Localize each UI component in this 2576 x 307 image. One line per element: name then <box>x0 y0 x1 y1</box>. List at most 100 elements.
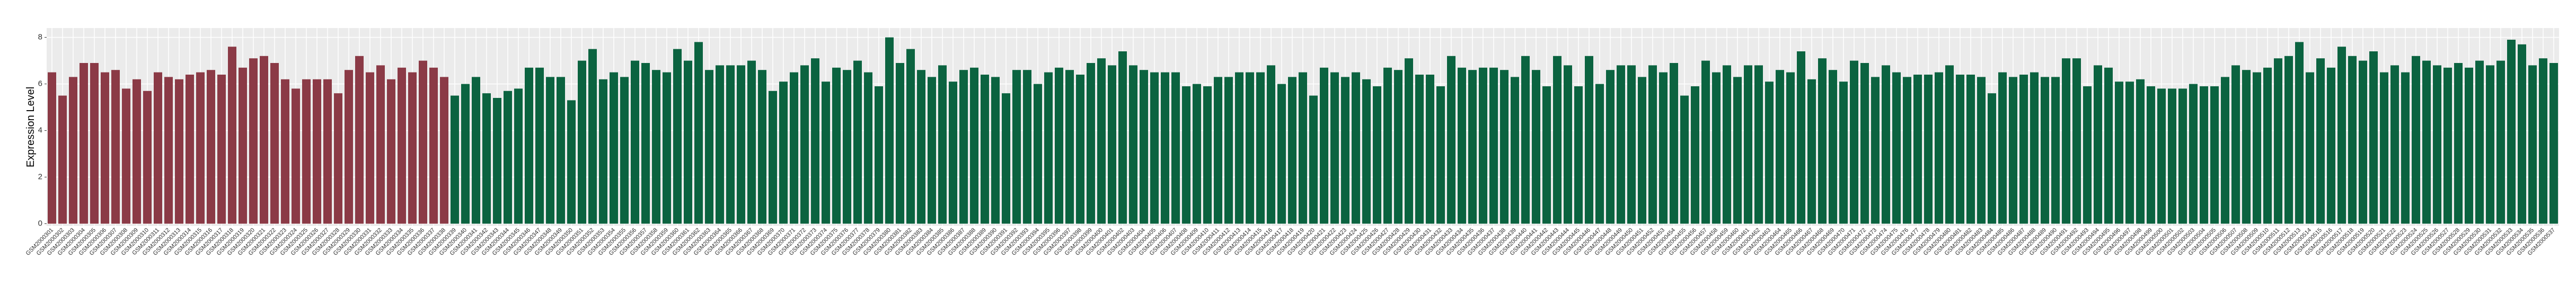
bar <box>599 79 607 224</box>
bar <box>2094 65 2102 224</box>
bar <box>1638 77 1646 224</box>
bar <box>1373 86 1381 224</box>
bar <box>716 65 724 224</box>
bar <box>366 72 374 224</box>
bar <box>2083 86 2092 224</box>
bar <box>1786 72 1795 224</box>
bar <box>1055 67 1063 224</box>
bar <box>1394 70 1402 224</box>
bar <box>1776 70 1784 224</box>
bar <box>323 79 332 224</box>
bar <box>408 72 417 224</box>
bar <box>482 93 491 224</box>
bar <box>1670 63 1678 224</box>
bar <box>355 56 364 224</box>
bar <box>1383 67 1392 224</box>
bar <box>2242 70 2251 224</box>
bar <box>1256 72 1265 224</box>
bar <box>1087 63 1095 224</box>
bar <box>2104 67 2113 224</box>
bar <box>1500 70 1508 224</box>
bar <box>758 70 766 224</box>
bar <box>2348 56 2357 224</box>
bar <box>228 47 236 224</box>
bar <box>1648 65 1657 224</box>
bar <box>832 67 841 224</box>
bar <box>1564 65 1572 224</box>
bar <box>1797 51 1805 224</box>
bar <box>928 77 936 224</box>
bar <box>1023 70 1031 224</box>
bar <box>1447 56 1455 224</box>
bar <box>1299 72 1307 224</box>
bar <box>1701 60 1710 224</box>
bar <box>885 37 894 224</box>
bar <box>1161 72 1169 224</box>
bar <box>2295 42 2304 224</box>
bar <box>2125 82 2134 224</box>
bar <box>514 88 523 224</box>
bar <box>1913 75 1922 224</box>
bar <box>133 79 141 224</box>
bar <box>2168 88 2176 224</box>
bar <box>1118 51 1127 224</box>
bar <box>1680 95 1689 224</box>
bar <box>1882 65 1890 224</box>
bar <box>917 70 925 224</box>
bar <box>2253 72 2261 224</box>
bar <box>302 79 311 224</box>
bar <box>970 67 978 224</box>
bar <box>981 75 989 224</box>
bar <box>2263 67 2272 224</box>
bar <box>217 75 226 224</box>
bar <box>207 70 215 224</box>
bar <box>1182 86 1190 224</box>
bar <box>800 65 809 224</box>
bar <box>1065 70 1074 224</box>
bar <box>1839 82 1848 224</box>
bar <box>2157 88 2166 224</box>
bar <box>1627 65 1636 224</box>
bar <box>896 63 904 224</box>
bar <box>811 58 819 224</box>
bar <box>2390 65 2399 224</box>
bar <box>451 95 459 224</box>
bar <box>822 82 830 224</box>
bar <box>843 70 851 224</box>
bar <box>2369 51 2378 224</box>
bar <box>143 91 152 224</box>
y-tick-label: 6 <box>38 79 42 88</box>
bar <box>1458 67 1466 224</box>
bar <box>1553 56 1562 224</box>
bar <box>2147 86 2155 224</box>
bar <box>1606 70 1615 224</box>
bar <box>535 67 544 224</box>
bar <box>2200 86 2208 224</box>
bar <box>440 77 448 224</box>
bar <box>2327 67 2335 224</box>
bar <box>281 79 289 224</box>
bar <box>578 60 586 224</box>
bar <box>864 72 872 224</box>
bar <box>747 60 756 224</box>
bar <box>938 65 947 224</box>
bar <box>2316 58 2325 224</box>
bar <box>1723 65 1731 224</box>
bar <box>1744 65 1752 224</box>
bar <box>1585 56 1593 224</box>
bar <box>726 65 735 224</box>
bar <box>504 91 512 224</box>
bar <box>1521 56 1530 224</box>
bar <box>122 88 130 224</box>
bar <box>2380 72 2388 224</box>
bar <box>663 72 671 224</box>
bar <box>610 72 618 224</box>
bar <box>80 63 88 224</box>
bar <box>260 56 268 224</box>
bar <box>1532 70 1540 224</box>
bar <box>1988 93 1996 224</box>
bar <box>525 67 533 224</box>
bar <box>2009 77 2017 224</box>
bar <box>1288 77 1296 224</box>
